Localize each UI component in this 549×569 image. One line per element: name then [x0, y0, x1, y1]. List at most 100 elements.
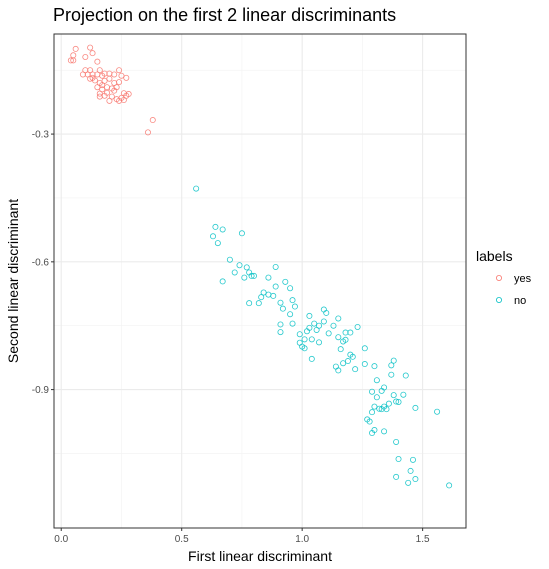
data-point-yes: [82, 53, 89, 60]
data-point-no: [277, 321, 284, 328]
data-point-yes: [149, 117, 156, 124]
data-point-no: [301, 336, 308, 343]
data-point-no: [393, 398, 400, 405]
data-point-no: [364, 416, 371, 423]
data-point-yes: [72, 45, 79, 52]
data-point-yes: [89, 50, 96, 57]
data-point-no: [412, 404, 419, 411]
y-tick-label: -0.3: [32, 130, 50, 141]
data-point-no: [241, 274, 248, 281]
data-point-no: [340, 360, 347, 367]
y-axis-title: Second linear discriminant: [5, 199, 21, 363]
data-point-no: [282, 278, 289, 285]
data-point-yes: [70, 52, 77, 59]
data-point-no: [303, 328, 310, 335]
data-point-no: [289, 297, 296, 304]
data-point-yes: [106, 75, 113, 82]
data-point-yes: [67, 57, 74, 64]
grid: [54, 34, 466, 528]
data-point-no: [434, 408, 441, 415]
data-point-no: [371, 363, 378, 370]
data-point-no: [258, 294, 265, 301]
data-point-no: [407, 467, 414, 474]
data-point-yes: [96, 90, 103, 97]
data-point-no: [390, 357, 397, 364]
y-tick-label: -0.9: [32, 385, 50, 396]
data-point-no: [335, 334, 342, 341]
plot-panel-border: [53, 33, 467, 529]
data-point-no: [272, 263, 279, 270]
data-point-yes: [94, 58, 101, 65]
data-point-no: [369, 409, 376, 416]
data-point-no: [335, 367, 342, 374]
data-point-no: [313, 326, 320, 333]
data-point-no: [412, 476, 419, 483]
data-point-yes: [101, 77, 108, 84]
data-point-no: [402, 372, 409, 379]
data-point-no: [265, 274, 272, 281]
legend-key-no: [490, 292, 507, 309]
x-tick-label: 1.5: [416, 534, 430, 545]
data-point-no: [393, 438, 400, 445]
data-point-yes: [104, 89, 111, 96]
data-point-no: [308, 336, 315, 343]
data-point-no: [383, 406, 390, 413]
data-point-no: [226, 256, 233, 263]
data-point-no: [270, 292, 277, 299]
data-point-no: [376, 405, 383, 412]
legend-title: labels: [476, 248, 513, 264]
legend-key-yes: [490, 270, 507, 287]
data-point-yes: [94, 84, 101, 91]
data-point-yes: [89, 74, 96, 81]
data-point-no: [337, 346, 344, 353]
x-axis-title: First linear discriminant: [188, 548, 332, 564]
data-point-no: [352, 366, 359, 373]
chart-title: Projection on the first 2 linear discrim…: [53, 5, 396, 25]
x-tick-label: 1.0: [295, 534, 309, 545]
data-point-no: [369, 388, 376, 395]
data-point-no: [219, 226, 226, 233]
data-point-no: [311, 320, 318, 327]
data-point-no: [277, 299, 284, 306]
data-point-no: [361, 345, 368, 352]
legend-label-yes: yes: [514, 273, 532, 285]
data-point-no: [342, 336, 349, 343]
data-point-yes: [116, 97, 123, 104]
data-point-no: [287, 311, 294, 318]
data-point-no: [320, 318, 327, 325]
data-point-no: [371, 403, 378, 410]
data-point-yes: [79, 71, 86, 78]
data-point-no: [332, 363, 339, 370]
x-tick-label: 0.5: [175, 534, 189, 545]
data-point-no: [381, 428, 388, 435]
data-point-no: [335, 315, 342, 322]
data-point-no: [409, 456, 416, 463]
data-point-no: [395, 398, 402, 405]
data-point-no: [277, 329, 284, 336]
data-point-yes: [144, 129, 151, 136]
data-point-no: [390, 392, 397, 399]
data-point-no: [405, 479, 412, 486]
data-point-no: [306, 312, 313, 319]
data-point-yes: [111, 71, 118, 78]
data-point-yes: [123, 74, 130, 81]
legend-marker-no: [495, 296, 502, 303]
data-point-yes: [104, 84, 111, 91]
data-point-no: [212, 223, 219, 230]
data-point-no: [369, 430, 376, 437]
data-point-no: [246, 300, 253, 307]
x-tick-label: 0.0: [54, 534, 68, 545]
data-point-no: [265, 291, 272, 298]
data-point-no: [231, 269, 238, 276]
data-point-no: [236, 262, 243, 269]
data-points: [67, 44, 453, 489]
data-point-no: [347, 351, 354, 358]
data-point-no: [344, 358, 351, 365]
data-point-no: [250, 272, 257, 279]
data-point-yes: [106, 97, 113, 104]
data-point-no: [287, 285, 294, 292]
data-point-yes: [111, 87, 118, 94]
data-point-no: [301, 345, 308, 352]
data-point-no: [289, 320, 296, 327]
